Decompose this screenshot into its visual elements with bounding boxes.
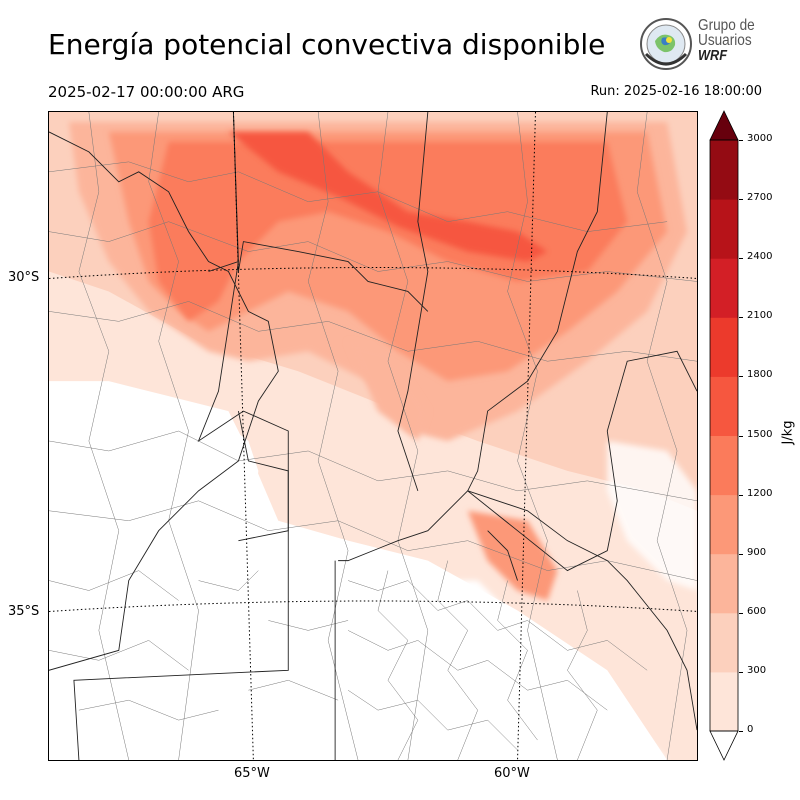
meridian-65w — [232, 112, 254, 760]
colorbar-tick-label: 3000 — [747, 133, 773, 144]
colorbar-band — [710, 199, 738, 259]
colorbar-tick — [739, 317, 743, 319]
colorbar-tick-label: 2100 — [747, 310, 773, 322]
colorbar-tick-label: 0 — [747, 724, 754, 735]
lat-label-35s: 35°S — [8, 604, 40, 619]
graticule — [49, 112, 697, 760]
globe-seal-icon — [640, 18, 692, 70]
lat-label-30s: 30°S — [8, 270, 40, 285]
colorbar-band — [710, 258, 738, 318]
colorbar-band — [710, 553, 738, 614]
colorbar-tick — [739, 376, 743, 378]
department-borders — [49, 112, 697, 760]
colorbar-band — [710, 612, 738, 673]
colorbar — [709, 110, 739, 761]
parallel-35s — [49, 600, 697, 612]
colorbar-band — [710, 376, 738, 436]
colorbar-tick-label: 2700 — [747, 192, 773, 204]
colorbar-band — [710, 140, 738, 200]
cape-clear-east — [607, 440, 697, 591]
colorbar-unit-label: J/kg — [780, 420, 796, 445]
colorbar-tick-label: 1500 — [747, 428, 773, 440]
colorbar-band — [710, 494, 738, 555]
colorbar-tick — [739, 494, 743, 496]
colorbar-tick — [739, 140, 743, 141]
colorbar-tick-label: 900 — [747, 546, 767, 558]
colorbar-tick — [739, 612, 743, 614]
cape-clear-south — [348, 580, 668, 760]
colorbar-tick — [739, 258, 743, 260]
colorbar-band — [710, 671, 738, 732]
colorbar-under-arrow — [709, 730, 739, 761]
logo-text: Grupo de Usuarios WRF — [698, 17, 755, 64]
province-borders — [49, 112, 697, 760]
colorbar-tick-label: 600 — [747, 605, 767, 617]
colorbar-tick — [739, 553, 743, 555]
colorbar-tick — [739, 671, 743, 673]
colorbar-tick-label: 1800 — [747, 369, 773, 381]
colorbar-tick — [739, 435, 743, 437]
cape-fill — [49, 112, 697, 760]
cape-map — [48, 111, 698, 761]
meridian-60w — [517, 112, 536, 760]
colorbar-tick — [739, 199, 743, 201]
colorbar-tick-label: 1200 — [747, 487, 773, 499]
colorbar-over-arrow — [709, 110, 739, 141]
cape-level-4 — [228, 131, 548, 262]
run-time: Run: 2025-02-16 18:00:00 — [590, 84, 762, 99]
map-title: Energía potencial convectiva disponible — [48, 28, 606, 61]
colorbar-tick — [739, 731, 743, 732]
colorbar-tick-label: 300 — [747, 664, 767, 676]
lon-label-60w: 60°W — [494, 766, 530, 781]
lon-label-65w: 65°W — [234, 766, 270, 781]
wrf-logo: Grupo de Usuarios WRF — [638, 16, 768, 72]
colorbar-band — [710, 435, 738, 496]
parallel-30s — [49, 267, 697, 279]
cape-level-6 — [348, 341, 428, 441]
colorbar-tick-label: 2400 — [747, 251, 773, 263]
valid-time: 2025-02-17 00:00:00 ARG — [48, 83, 245, 101]
colorbar-band — [710, 317, 738, 377]
